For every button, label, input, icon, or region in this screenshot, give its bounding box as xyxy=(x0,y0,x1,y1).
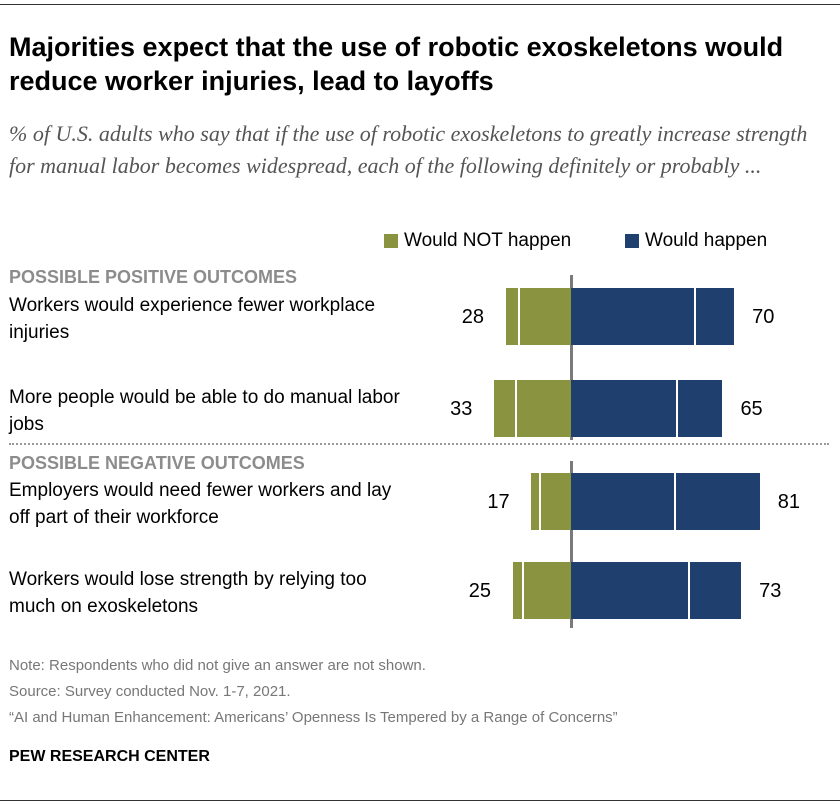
bar-happen-segment xyxy=(571,288,695,345)
chart-subtitle: % of U.S. adults who say that if the use… xyxy=(9,121,808,178)
legend-label-not: Would NOT happen xyxy=(404,230,572,251)
value-happen: 73 xyxy=(759,580,782,602)
note: Note: Respondents who did not give an an… xyxy=(9,657,426,674)
bar-not-segment xyxy=(517,380,571,437)
brand-logo: PEW RESEARCH CENTER xyxy=(9,748,210,765)
bottom-rule xyxy=(0,800,840,801)
bar-happen-segment xyxy=(571,473,674,530)
source: Source: Survey conducted Nov. 1-7, 2021. xyxy=(9,683,291,700)
section-heading-negative: POSSIBLE NEGATIVE OUTCOMES xyxy=(9,453,305,473)
bar-happen-segment xyxy=(689,562,742,619)
bar-happen-segment xyxy=(571,562,688,619)
bar-happen-segment xyxy=(696,288,735,345)
bar-not-segment xyxy=(512,562,523,619)
legend-not: Would NOT happen xyxy=(384,230,571,252)
legend-happen: Would happen xyxy=(625,230,767,252)
row-label: Workers would lose strength by relying t… xyxy=(9,569,367,617)
value-happen: 65 xyxy=(740,398,763,420)
bar-not-segment xyxy=(519,288,571,345)
zero-axis-positive xyxy=(570,275,573,440)
bar-happen-segment xyxy=(571,380,676,437)
value-not: 33 xyxy=(450,398,473,420)
row-label: Workers would experience fewer workplace… xyxy=(9,295,376,343)
bar-happen-segment xyxy=(675,473,760,530)
bar-not-segment xyxy=(540,473,571,530)
legend-swatch-not xyxy=(384,234,398,248)
section-heading-positive: POSSIBLE POSITIVE OUTCOMES xyxy=(9,267,298,287)
value-not: 17 xyxy=(487,491,510,513)
value-not: 28 xyxy=(461,306,484,328)
value-happen: 70 xyxy=(752,306,775,328)
section-divider xyxy=(9,443,829,445)
bar-happen-segment xyxy=(677,380,723,437)
legend-swatch-happen xyxy=(625,234,639,248)
value-happen: 81 xyxy=(777,491,800,513)
legend-label-happen: Would happen xyxy=(645,230,768,251)
bar-not-segment xyxy=(494,380,516,437)
value-not: 25 xyxy=(468,580,491,602)
row-label: Employers would need fewer workers and l… xyxy=(9,480,392,528)
row-label: More people would be able to do manual l… xyxy=(9,387,400,435)
bar-not-segment xyxy=(524,562,571,619)
chart-title: Majorities expect that the use of roboti… xyxy=(9,32,784,96)
report-title: “AI and Human Enhancement: Americans’ Op… xyxy=(9,709,618,726)
bar-not-segment xyxy=(531,473,539,530)
top-rule xyxy=(0,4,840,5)
zero-axis-negative xyxy=(570,461,573,628)
bar-not-segment xyxy=(505,288,518,345)
